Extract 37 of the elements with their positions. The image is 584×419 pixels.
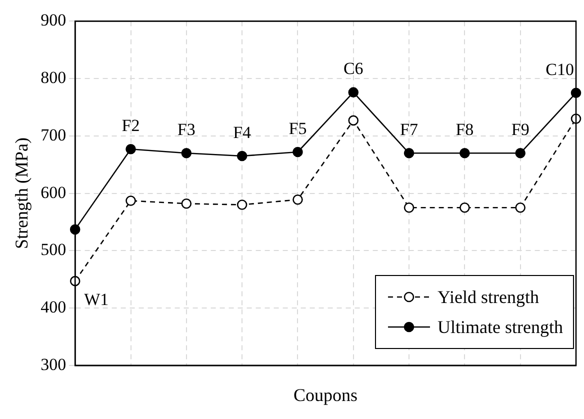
x-tick-label: W1 bbox=[84, 290, 109, 310]
point bbox=[515, 148, 526, 158]
x-tick-label: F4 bbox=[233, 123, 252, 142]
x-tick-label: F2 bbox=[122, 116, 140, 136]
point bbox=[181, 148, 192, 158]
y-tick-label: 400 bbox=[40, 298, 66, 316]
point bbox=[348, 115, 359, 126]
x-tick-label: C6 bbox=[343, 59, 364, 78]
point bbox=[460, 202, 470, 213]
point bbox=[404, 148, 414, 158]
point bbox=[404, 202, 414, 213]
point bbox=[292, 146, 303, 158]
point bbox=[126, 196, 136, 206]
y-axis-title: Strength (MPa) bbox=[12, 138, 32, 250]
x-axis-title: Coupons bbox=[294, 384, 358, 405]
y-tick-label: 900 bbox=[40, 10, 66, 30]
x-tick-label: F9 bbox=[511, 120, 530, 140]
x-tick-label: F7 bbox=[400, 120, 418, 140]
point bbox=[126, 144, 136, 154]
x-tick-label: F8 bbox=[456, 120, 474, 140]
y-tick-label: 300 bbox=[40, 354, 66, 374]
point bbox=[236, 150, 248, 162]
point bbox=[515, 202, 526, 213]
x-tick-label: F3 bbox=[177, 120, 196, 140]
y-tick-label: 600 bbox=[40, 182, 66, 202]
point bbox=[236, 200, 248, 210]
point bbox=[181, 198, 192, 209]
y-tick-label: 800 bbox=[40, 68, 66, 88]
point bbox=[348, 87, 359, 98]
y-tick-label: 500 bbox=[40, 240, 66, 260]
point bbox=[460, 148, 470, 158]
point bbox=[292, 194, 303, 205]
x-tick-label: C10 bbox=[546, 60, 574, 79]
legend-label: Yield strength bbox=[438, 286, 540, 309]
legend-label: Ultimate strength bbox=[438, 316, 563, 339]
x-tick-label: F5 bbox=[288, 118, 307, 138]
y-tick-label: 700 bbox=[40, 125, 66, 144]
